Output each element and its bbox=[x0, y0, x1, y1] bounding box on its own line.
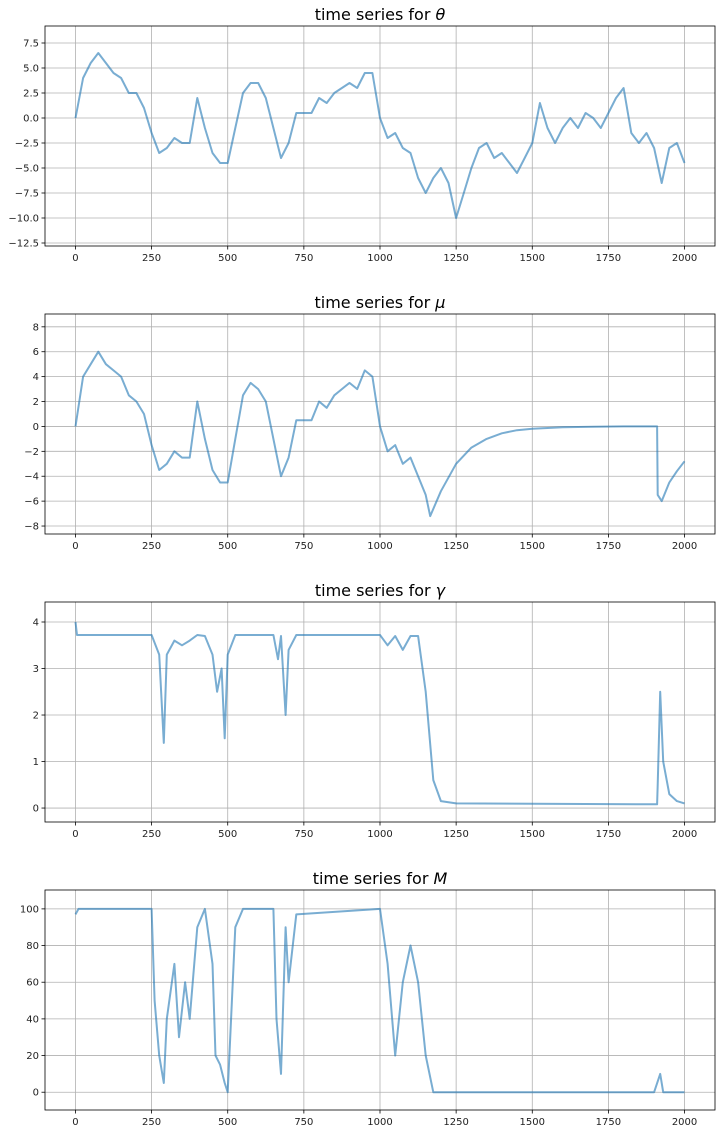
y-tick-label: 4 bbox=[33, 372, 39, 383]
x-tick-label: 250 bbox=[142, 1117, 161, 1128]
y-tick-label: 20 bbox=[26, 1051, 39, 1062]
x-tick-label: 1250 bbox=[443, 253, 468, 264]
x-tick-label: 2000 bbox=[672, 253, 697, 264]
subplot-1: 0 250 500 750 1000 1250 1500 1750 2000 −12.5 −10.0… bbox=[8, 5, 716, 264]
x-tick-label: 0 bbox=[72, 829, 78, 840]
x-tick-label: 1250 bbox=[443, 541, 468, 552]
subplot-2: 0 250 500 750 1000 1250 1500 1750 2000 −8 −6 −4 −2 0 2… bbox=[24, 293, 716, 552]
y-tick-label: 40 bbox=[26, 1014, 39, 1025]
y-tick-label: −5.0 bbox=[15, 164, 39, 175]
y-tick-label: 1 bbox=[33, 757, 39, 768]
y-tick-label: 6 bbox=[33, 347, 39, 358]
x-tick-label: 1250 bbox=[443, 1117, 468, 1128]
y-tick-label: −4 bbox=[24, 472, 39, 483]
y-tick-label: −2 bbox=[24, 447, 39, 458]
y-tick-label: 0 bbox=[33, 1088, 39, 1099]
x-tick-label: 750 bbox=[294, 253, 313, 264]
subplot-title: time series for M bbox=[313, 869, 448, 888]
x-tick-label: 500 bbox=[218, 1117, 237, 1128]
x-tick-label: 750 bbox=[294, 541, 313, 552]
x-tick-label: 1500 bbox=[520, 253, 545, 264]
x-tick-label: 1000 bbox=[367, 253, 392, 264]
x-tick-label: 1000 bbox=[367, 1117, 392, 1128]
x-tick-label: 750 bbox=[294, 1117, 313, 1128]
title-symbol: γ bbox=[436, 581, 447, 600]
x-tick-label: 2000 bbox=[672, 829, 697, 840]
x-tick-label: 1750 bbox=[596, 253, 621, 264]
y-tick-label: 100 bbox=[20, 904, 39, 915]
series-line bbox=[74, 907, 685, 1094]
y-tick-label: −8 bbox=[24, 522, 39, 533]
y-tick-label: 2 bbox=[33, 397, 39, 408]
x-tick-label: 1000 bbox=[367, 541, 392, 552]
y-tick-label: 5.0 bbox=[23, 64, 39, 75]
y-tick-label: 8 bbox=[33, 322, 39, 333]
axes-frame bbox=[44, 313, 716, 535]
subplot-title: time series for μ bbox=[315, 293, 446, 312]
subplot-3: 0 250 500 750 1000 1250 1500 1750 2000 0 1 2 3 4 time … bbox=[33, 581, 716, 840]
x-tick-label: 1250 bbox=[443, 829, 468, 840]
series-line bbox=[74, 350, 686, 518]
title-symbol: θ bbox=[436, 5, 446, 24]
y-tick-label: 7.5 bbox=[23, 39, 39, 50]
y-tick-label: 4 bbox=[33, 618, 39, 629]
title-symbol: μ bbox=[434, 293, 445, 312]
subplot-title: time series for γ bbox=[315, 581, 447, 600]
y-tick-label: 0.0 bbox=[23, 114, 39, 125]
axes-frame bbox=[44, 25, 716, 247]
x-tick-label: 1750 bbox=[596, 1117, 621, 1128]
y-tick-label: −7.5 bbox=[15, 189, 39, 200]
x-tick-label: 500 bbox=[218, 829, 237, 840]
axes-frame bbox=[44, 601, 716, 823]
subplot-title: time series for θ bbox=[315, 5, 446, 24]
title-text: time series for bbox=[315, 5, 436, 24]
series-line bbox=[74, 621, 685, 806]
x-tick-label: 250 bbox=[142, 541, 161, 552]
subplot-4: 0 250 500 750 1000 1250 1500 1750 2000 0 20 40 60 80 1… bbox=[20, 869, 716, 1128]
x-tick-label: 0 bbox=[72, 253, 78, 264]
y-tick-label: −12.5 bbox=[8, 239, 39, 250]
x-tick-label: 500 bbox=[218, 541, 237, 552]
x-tick-label: 500 bbox=[218, 253, 237, 264]
y-tick-label: −10.0 bbox=[8, 214, 39, 225]
x-tick-label: 1500 bbox=[520, 1117, 545, 1128]
y-tick-label: 80 bbox=[26, 941, 39, 952]
y-tick-label: 0 bbox=[33, 422, 39, 433]
y-tick-label: 2.5 bbox=[23, 89, 39, 100]
x-tick-label: 250 bbox=[142, 253, 161, 264]
x-tick-label: 2000 bbox=[672, 1117, 697, 1128]
x-tick-label: 1500 bbox=[520, 829, 545, 840]
title-text: time series for bbox=[315, 581, 436, 600]
x-tick-label: 750 bbox=[294, 829, 313, 840]
x-tick-label: 0 bbox=[72, 1117, 78, 1128]
y-tick-label: 0 bbox=[33, 804, 39, 815]
y-tick-label: −6 bbox=[24, 497, 39, 508]
y-tick-label: 60 bbox=[26, 978, 39, 989]
title-text: time series for bbox=[315, 293, 436, 312]
series-line bbox=[74, 52, 686, 219]
x-tick-label: 1500 bbox=[520, 541, 545, 552]
x-tick-label: 1750 bbox=[596, 829, 621, 840]
y-tick-label: −2.5 bbox=[15, 139, 39, 150]
x-tick-label: 1750 bbox=[596, 541, 621, 552]
title-text: time series for bbox=[313, 869, 434, 888]
x-tick-label: 0 bbox=[72, 541, 78, 552]
x-tick-label: 2000 bbox=[672, 541, 697, 552]
axes-frame bbox=[44, 889, 716, 1111]
x-tick-label: 250 bbox=[142, 829, 161, 840]
y-tick-label: 2 bbox=[33, 711, 39, 722]
title-symbol: M bbox=[433, 869, 447, 888]
x-tick-label: 1000 bbox=[367, 829, 392, 840]
y-tick-label: 3 bbox=[33, 664, 39, 675]
